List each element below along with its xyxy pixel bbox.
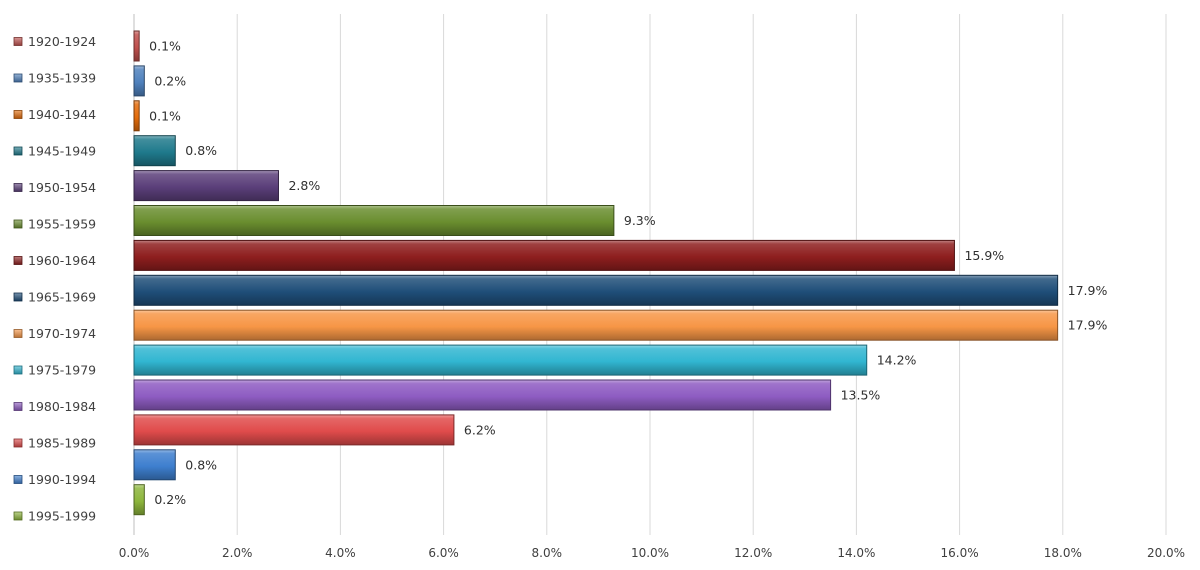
legend-item-1940-1944: 1940-1944 xyxy=(13,107,96,122)
bar-1985-1989 xyxy=(133,414,455,446)
data-label-1995-1999: 0.2% xyxy=(154,492,186,507)
gridlines xyxy=(236,14,1167,535)
x-tick-label: 10.0% xyxy=(631,546,669,560)
legend-item-1970-1974: 1970-1974 xyxy=(13,326,96,341)
legend-swatch xyxy=(13,292,23,302)
legend-item-1955-1959: 1955-1959 xyxy=(13,217,96,232)
bar-1955-1959 xyxy=(133,205,615,236)
legend-item-1965-1969: 1965-1969 xyxy=(13,290,96,305)
legend-swatch xyxy=(13,438,23,448)
bar-1940-1944 xyxy=(133,100,140,132)
bar-1995-1999 xyxy=(133,484,145,516)
data-label-1975-1979: 14.2% xyxy=(877,353,917,368)
legend-swatch xyxy=(13,365,23,375)
data-labels: 0.1% 0.2% 0.1% 0.8% 2.8% 9.3% 15.9% 17.9% 17.9% 1… xyxy=(149,39,1107,508)
bar-1980-1984 xyxy=(133,379,832,411)
data-label-1990-1994: 0.8% xyxy=(185,457,217,472)
legend-label: 1975-1979 xyxy=(28,363,96,378)
bar-1945-1949 xyxy=(133,135,176,167)
bar-1920-1924 xyxy=(133,30,140,62)
legend-label: 1955-1959 xyxy=(28,217,96,232)
legend-swatch xyxy=(13,219,23,229)
data-label-1945-1949: 0.8% xyxy=(185,143,217,158)
x-tick-label: 16.0% xyxy=(941,546,979,560)
x-tick-label: 14.0% xyxy=(837,546,875,560)
data-label-1965-1969: 17.9% xyxy=(1068,283,1108,298)
legend-label: 1920-1924 xyxy=(28,34,96,49)
legend-swatch xyxy=(13,146,23,156)
data-label-1955-1959: 9.3% xyxy=(624,213,656,228)
x-axis-ticks: 0.0% 2.0% 4.0% 6.0% 8.0% 10.0% 12.0% 14.0% 16.0%… xyxy=(119,546,1185,560)
x-tick-label: 2.0% xyxy=(222,546,253,560)
legend-swatch xyxy=(13,73,23,83)
x-tick-label: 4.0% xyxy=(325,546,356,560)
legend-item-1990-1994: 1990-1994 xyxy=(13,472,96,487)
x-tick-label: 6.0% xyxy=(428,546,459,560)
bar-1970-1974 xyxy=(133,309,1059,341)
data-label-1935-1939: 0.2% xyxy=(154,73,186,88)
legend-label: 1960-1964 xyxy=(28,253,96,268)
legend-swatch xyxy=(13,110,23,119)
legend-label: 1985-1989 xyxy=(28,436,96,451)
legend-label: 1970-1974 xyxy=(28,326,96,341)
legend-swatch xyxy=(13,256,23,265)
x-tick-label: 0.0% xyxy=(119,546,150,560)
data-label-1950-1954: 2.8% xyxy=(288,178,320,193)
bar-1935-1939 xyxy=(133,65,145,97)
legend-label: 1935-1939 xyxy=(28,71,96,86)
data-label-1960-1964: 15.9% xyxy=(964,248,1004,263)
x-tick-label: 8.0% xyxy=(532,546,563,560)
legend-label: 1950-1954 xyxy=(28,180,96,195)
legend-swatch xyxy=(13,475,23,484)
bar-1990-1994 xyxy=(133,449,176,481)
legend-item-1945-1949: 1945-1949 xyxy=(13,144,96,159)
bar-1960-1964 xyxy=(133,239,955,271)
legend-item-1920-1924: 1920-1924 xyxy=(13,34,96,49)
legend-swatch xyxy=(13,183,23,192)
legend-label: 1995-1999 xyxy=(28,509,96,524)
data-label-1980-1984: 13.5% xyxy=(841,388,881,403)
legend-label: 1965-1969 xyxy=(28,290,96,305)
x-tick-label: 18.0% xyxy=(1044,546,1082,560)
legend-item-1995-1999: 1995-1999 xyxy=(13,509,96,524)
legend-item-1975-1979: 1975-1979 xyxy=(13,363,96,378)
legend-swatch xyxy=(13,511,23,521)
data-label-1940-1944: 0.1% xyxy=(149,108,181,123)
legend-label: 1940-1944 xyxy=(28,107,96,122)
bar-1965-1969 xyxy=(133,274,1059,306)
data-label-1985-1989: 6.2% xyxy=(464,422,496,437)
bar-1950-1954 xyxy=(133,170,279,202)
legend-swatch xyxy=(13,402,23,411)
x-tick-label: 12.0% xyxy=(734,546,772,560)
bars xyxy=(133,30,1059,516)
legend-label: 1990-1994 xyxy=(28,472,96,487)
x-tick-label: 20.0% xyxy=(1147,546,1185,560)
legend-label: 1945-1949 xyxy=(28,144,96,159)
legend: 1920-1924 1935-1939 1940-1944 1945-1949 1950… xyxy=(13,34,96,524)
legend-item-1935-1939: 1935-1939 xyxy=(13,71,96,86)
legend-item-1980-1984: 1980-1984 xyxy=(13,399,96,414)
legend-item-1960-1964: 1960-1964 xyxy=(13,253,96,268)
data-label-1970-1974: 17.9% xyxy=(1068,318,1108,333)
legend-item-1985-1989: 1985-1989 xyxy=(13,436,96,451)
data-label-1920-1924: 0.1% xyxy=(149,39,181,54)
bar-1975-1979 xyxy=(133,344,868,376)
legend-item-1950-1954: 1950-1954 xyxy=(13,180,96,195)
legend-swatch xyxy=(13,37,23,46)
legend-swatch xyxy=(13,329,23,338)
legend-label: 1980-1984 xyxy=(28,399,96,414)
